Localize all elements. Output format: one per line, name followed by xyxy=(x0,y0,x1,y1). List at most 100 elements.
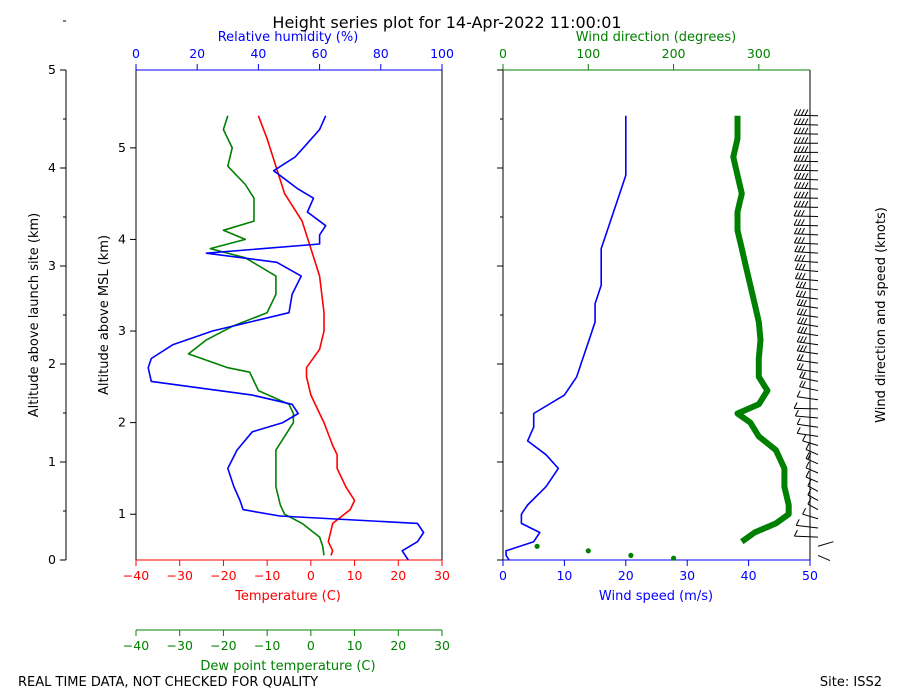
humidity-line xyxy=(147,115,425,561)
wind-barb-flag xyxy=(799,308,804,315)
wind-barb-flag xyxy=(799,281,803,288)
wind-barb-staff xyxy=(795,278,819,282)
wind-direction-tick-label: 300 xyxy=(747,46,771,61)
site-axis-tick-label: 0 xyxy=(48,552,56,567)
wind-barb-staff xyxy=(797,313,819,318)
wind-speed-tick-label: 50 xyxy=(802,568,818,583)
wind-speed-tick-label: 30 xyxy=(679,568,695,583)
wind-barb-flag xyxy=(807,453,812,460)
wind-barb-flag xyxy=(804,173,809,180)
wind-barb-flag xyxy=(800,209,805,217)
wind-barb-flag xyxy=(796,353,801,361)
wind-barb-flag xyxy=(795,290,800,297)
wind-barb-flag xyxy=(802,434,807,442)
temperature-tick-label: −40 xyxy=(123,568,149,583)
wind-barb-flag xyxy=(793,154,798,162)
wind-barb-flag xyxy=(801,381,806,388)
wind-barb-flag xyxy=(801,371,806,379)
wind-barb-flag xyxy=(797,118,802,125)
wind-barb-flag xyxy=(804,127,809,135)
site-label: Site: ISS2 xyxy=(820,675,882,690)
wind-barb-flag xyxy=(793,209,798,217)
wind-barb-flag xyxy=(802,281,807,289)
temperature-tick-label: −30 xyxy=(167,568,193,583)
wind-barb-flag xyxy=(801,237,805,244)
dewpoint-tick-label: −10 xyxy=(254,638,280,653)
wind-barb-flag xyxy=(793,137,798,144)
wind-barb-flag xyxy=(800,109,805,116)
humidity-tick-label: 20 xyxy=(189,46,205,61)
wind-barb-flag xyxy=(797,154,802,162)
temperature-tick-label: 0 xyxy=(307,568,315,583)
wind-barb-flag xyxy=(799,380,804,387)
site-axis-tick-label: 4 xyxy=(48,160,56,175)
wind-barb-flag xyxy=(796,298,801,306)
wind-speed-axis-label: Wind speed (m/s) xyxy=(599,589,713,604)
wind-barb-flag xyxy=(793,236,798,244)
wind-barb-flag xyxy=(799,363,804,370)
msl-axis-tick-label: 4 xyxy=(118,231,126,246)
wind-barb-staff xyxy=(797,322,819,327)
wind-barb-flag xyxy=(794,409,799,417)
wind-barb-flag xyxy=(793,191,798,198)
wind-direction-axis-label: Wind direction (degrees) xyxy=(576,30,736,45)
thermo-plot-area xyxy=(136,70,442,560)
dewpoint-line xyxy=(187,115,325,556)
wind-barb-flag xyxy=(799,299,804,306)
wind-barb-flag xyxy=(803,299,807,307)
wind-barb-flag xyxy=(805,452,810,459)
wind-barb-flag xyxy=(797,326,802,333)
wind-barb-staff xyxy=(805,476,819,483)
wind-barb-flag xyxy=(796,390,801,397)
wind-barb-staff xyxy=(794,260,819,263)
wind-barb-flag xyxy=(794,272,799,279)
msl-axis-tick-label: 3 xyxy=(118,323,126,338)
wind-barb-flag xyxy=(801,263,806,271)
site-axis-tick-label: 3 xyxy=(48,258,56,273)
wind-barb-flag xyxy=(804,164,809,171)
dewpoint-tick-label: 10 xyxy=(347,638,363,653)
dewpoint-tick-label: −40 xyxy=(123,638,149,653)
wind-barb-flag xyxy=(794,245,799,252)
wind-barb-flag xyxy=(803,317,808,325)
wind-barb-flag xyxy=(793,200,798,208)
site-axis-tick-label: 1 xyxy=(48,454,56,469)
wind-direction-point xyxy=(671,555,677,561)
wind-barb-staff xyxy=(794,178,819,181)
wind-barb-flag xyxy=(800,191,805,199)
msl-axis-label: Altitude above MSL (km) xyxy=(97,235,112,395)
wind-barb-flag xyxy=(804,146,809,153)
wind-barb-flag xyxy=(800,127,805,134)
wind-barb-staff xyxy=(807,494,819,501)
temperature-tick-label: −20 xyxy=(210,568,236,583)
wind-barb-staff xyxy=(817,541,834,547)
wind-barb-flag xyxy=(799,371,804,378)
site-axis-tick-label: 2 xyxy=(48,356,56,371)
temperature-tick-label: 20 xyxy=(390,568,406,583)
wind-speed-line xyxy=(505,115,627,561)
wind-barb-flag xyxy=(801,182,805,189)
wind-barb-flag xyxy=(797,219,802,226)
wind-barb-flag xyxy=(797,227,802,235)
thermo-panel: 1 2 3 4 5 −40 −30 −20 −10 0 10 20 30 −40 −30 −20 −10 0 10 2… xyxy=(118,46,454,653)
wind-barb-flag xyxy=(796,362,801,370)
wind-barb-flag xyxy=(800,317,805,324)
wind-barb-staff xyxy=(797,396,819,401)
wind-barb-flag xyxy=(803,327,808,334)
wind-barb-flag xyxy=(801,272,806,280)
wind-barb-flag xyxy=(796,417,801,425)
wind-barb-flag xyxy=(804,182,809,189)
wind-direction-point xyxy=(628,552,634,559)
wind-barb-flag xyxy=(804,191,809,199)
dewpoint-tick-label: −30 xyxy=(167,638,193,653)
wind-barb-staff xyxy=(797,432,819,437)
dewpoint-tick-label: 30 xyxy=(434,638,450,653)
wind-barb-staff xyxy=(794,242,819,245)
wind-barb-flag xyxy=(800,200,805,208)
humidity-tick-label: 100 xyxy=(430,46,454,61)
wind-speed-tick-label: 0 xyxy=(499,568,507,583)
wind-barb-flag xyxy=(800,118,805,125)
wind-barb-label: Wind direction and speed (knots) xyxy=(874,207,889,423)
wind-barb-flag xyxy=(805,470,810,478)
